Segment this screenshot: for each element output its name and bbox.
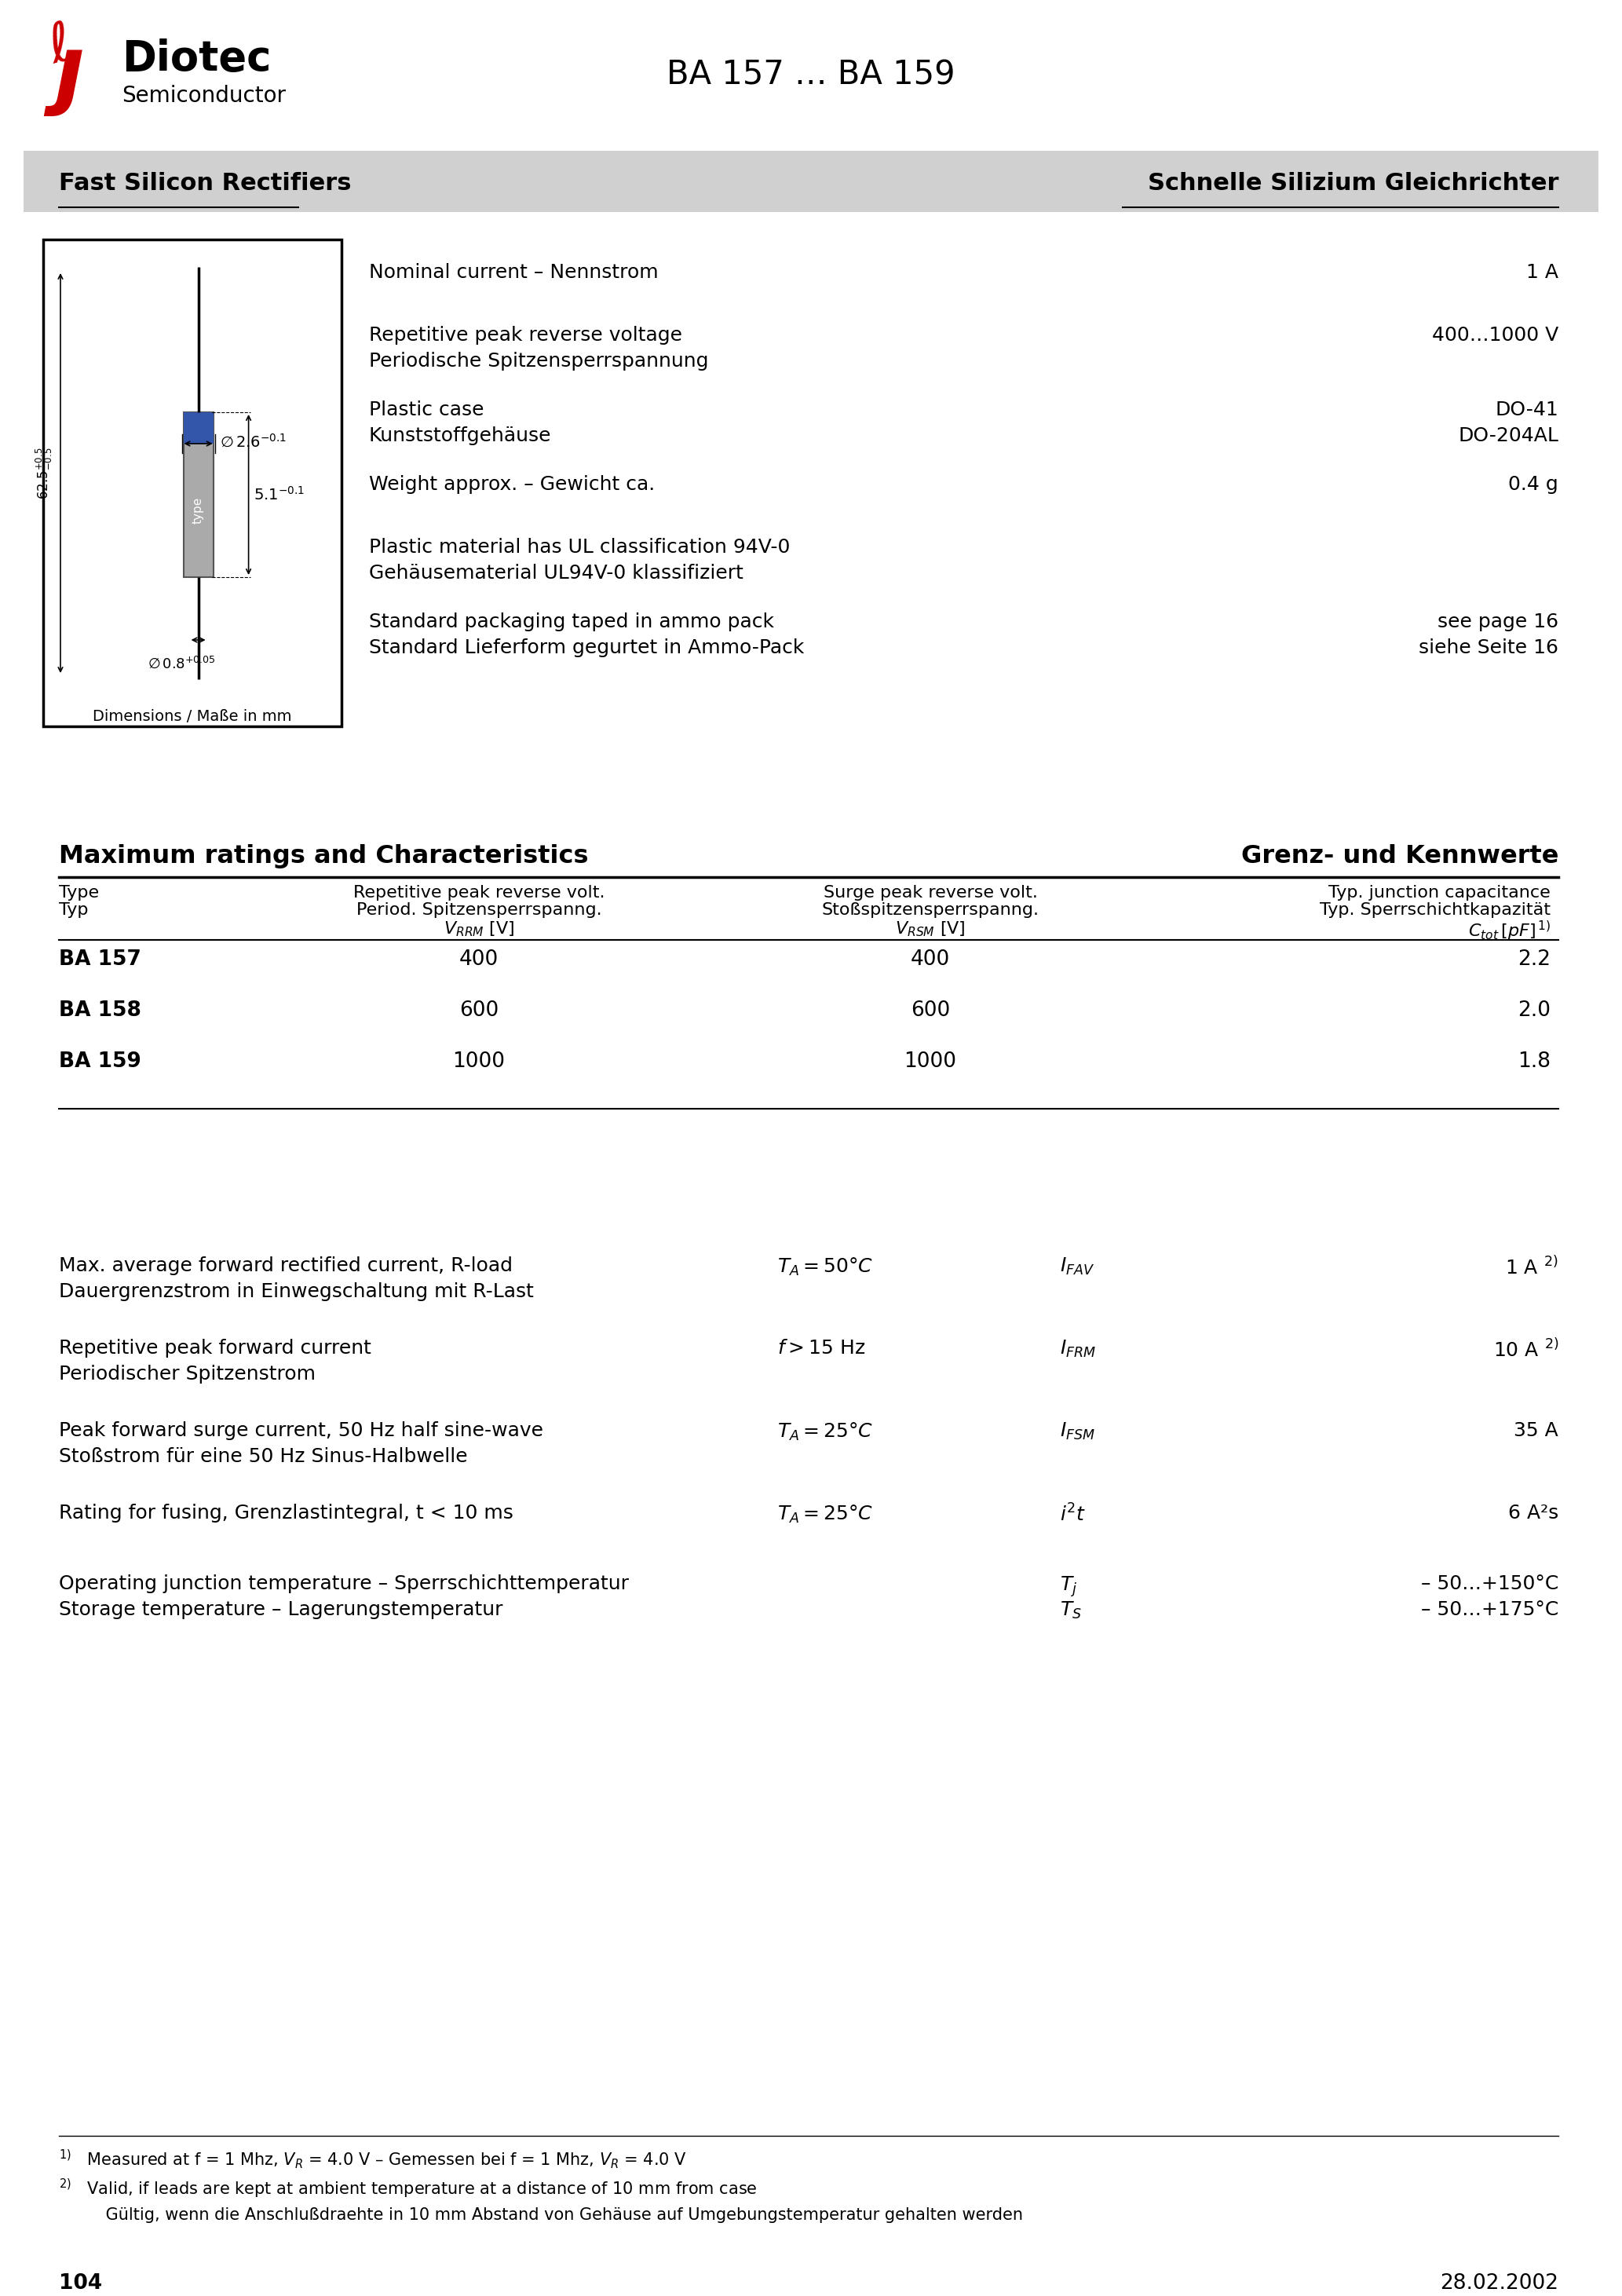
Text: Periodische Spitzensperrspannung: Periodische Spitzensperrspannung — [368, 351, 709, 370]
Text: 0.4 g: 0.4 g — [1508, 475, 1559, 494]
Text: Plastic material has UL classification 94V-0: Plastic material has UL classification 9… — [368, 537, 790, 556]
Text: $C_{tot}\,[pF]^{\,1)}$: $C_{tot}\,[pF]^{\,1)}$ — [1468, 918, 1551, 941]
Text: Semiconductor: Semiconductor — [122, 85, 285, 108]
Text: Dimensions / Maße in mm: Dimensions / Maße in mm — [92, 709, 292, 723]
Text: 400: 400 — [910, 948, 950, 969]
Text: Stoßspitzensperrspanng.: Stoßspitzensperrspanng. — [822, 902, 1040, 918]
Text: Max. average forward rectified current, R-load: Max. average forward rectified current, … — [58, 1256, 513, 1274]
Text: type: type — [193, 496, 204, 523]
Text: 1.8: 1.8 — [1518, 1052, 1551, 1072]
Text: Storage temperature – Lagerungstemperatur: Storage temperature – Lagerungstemperatu… — [58, 1600, 503, 1619]
Text: 1 A $^{2)}$: 1 A $^{2)}$ — [1505, 1256, 1559, 1279]
Bar — [44, 239, 342, 726]
Text: Repetitive peak reverse volt.: Repetitive peak reverse volt. — [354, 884, 605, 900]
Text: Diotec: Diotec — [122, 39, 271, 80]
Text: $T_j$: $T_j$ — [1059, 1575, 1077, 1598]
Bar — [183, 413, 212, 443]
Text: Plastic case: Plastic case — [368, 400, 483, 420]
Text: Peak forward surge current, 50 Hz half sine-wave: Peak forward surge current, 50 Hz half s… — [58, 1421, 543, 1440]
Text: $T_A = 25°C$: $T_A = 25°C$ — [777, 1504, 873, 1525]
Bar — [24, 152, 1598, 211]
Text: 2.2: 2.2 — [1518, 948, 1551, 969]
Text: Standard packaging taped in ammo pack: Standard packaging taped in ammo pack — [368, 613, 774, 631]
Text: $V_{RSM}$ [V]: $V_{RSM}$ [V] — [895, 918, 965, 939]
Text: Repetitive peak reverse voltage: Repetitive peak reverse voltage — [368, 326, 683, 344]
Text: Typ. junction capacitance: Typ. junction capacitance — [1328, 884, 1551, 900]
Text: 28.02.2002: 28.02.2002 — [1440, 2273, 1559, 2294]
Text: DO-41: DO-41 — [1495, 400, 1559, 420]
Text: Gehäusematerial UL94V-0 klassifiziert: Gehäusematerial UL94V-0 klassifiziert — [368, 565, 743, 583]
Text: siehe Seite 16: siehe Seite 16 — [1419, 638, 1559, 657]
Text: 1 A: 1 A — [1526, 264, 1559, 282]
Text: $5.1^{-0.1}$: $5.1^{-0.1}$ — [253, 487, 305, 503]
Text: ℓ: ℓ — [44, 16, 79, 73]
Text: 35 A: 35 A — [1513, 1421, 1559, 1440]
Text: 2.0: 2.0 — [1518, 1001, 1551, 1022]
Text: Nominal current – Nennstrom: Nominal current – Nennstrom — [368, 264, 659, 282]
Text: $^{1)}$   Measured at f = 1 Mhz, $V_R$ = 4.0 V – Gemessen bei f = 1 Mhz, $V_R$ =: $^{1)}$ Measured at f = 1 Mhz, $V_R$ = 4… — [58, 2147, 686, 2170]
Text: – 50…+175°C: – 50…+175°C — [1421, 1600, 1559, 1619]
Text: Fast Silicon Rectifiers: Fast Silicon Rectifiers — [58, 172, 352, 195]
Text: Typ. Sperrschichtkapazität: Typ. Sperrschichtkapazität — [1320, 902, 1551, 918]
Text: $62.5^{+0.5}_{-0.5}$: $62.5^{+0.5}_{-0.5}$ — [34, 448, 54, 498]
Text: BA 159: BA 159 — [58, 1052, 141, 1072]
Text: $f > 15$ Hz: $f > 15$ Hz — [777, 1339, 865, 1357]
Text: 10 A $^{2)}$: 10 A $^{2)}$ — [1492, 1339, 1559, 1362]
Text: Stoßstrom für eine 50 Hz Sinus-Halbwelle: Stoßstrom für eine 50 Hz Sinus-Halbwelle — [58, 1446, 467, 1467]
Text: 1000: 1000 — [453, 1052, 504, 1072]
Text: see page 16: see page 16 — [1437, 613, 1559, 631]
Text: $\varnothing\,0.8^{+0.05}$: $\varnothing\,0.8^{+0.05}$ — [148, 657, 216, 670]
Text: Period. Spitzensperrspanng.: Period. Spitzensperrspanng. — [357, 902, 602, 918]
Text: Operating junction temperature – Sperrschichttemperatur: Operating junction temperature – Sperrsc… — [58, 1575, 629, 1593]
Text: BA 157: BA 157 — [58, 948, 141, 969]
Text: $^{2)}$   Valid, if leads are kept at ambient temperature at a distance of 10 mm: $^{2)}$ Valid, if leads are kept at ambi… — [58, 2177, 757, 2200]
Text: Kunststoffgehäuse: Kunststoffgehäuse — [368, 427, 551, 445]
Text: Schnelle Silizium Gleichrichter: Schnelle Silizium Gleichrichter — [1147, 172, 1559, 195]
Text: Rating for fusing, Grenzlastintegral, t < 10 ms: Rating for fusing, Grenzlastintegral, t … — [58, 1504, 513, 1522]
Text: 1000: 1000 — [903, 1052, 957, 1072]
Text: Maximum ratings and Characteristics: Maximum ratings and Characteristics — [58, 845, 589, 868]
Text: $\varnothing\,2.6^{-0.1}$: $\varnothing\,2.6^{-0.1}$ — [219, 434, 287, 450]
Text: 600: 600 — [459, 1001, 498, 1022]
Text: Typ: Typ — [58, 902, 88, 918]
Text: $I_{FRM}$: $I_{FRM}$ — [1059, 1339, 1096, 1359]
Text: Dauergrenzstrom in Einwegschaltung mit R-Last: Dauergrenzstrom in Einwegschaltung mit R… — [58, 1281, 534, 1302]
Text: $I_{FSM}$: $I_{FSM}$ — [1059, 1421, 1095, 1442]
Text: Grenz- und Kennwerte: Grenz- und Kennwerte — [1241, 845, 1559, 868]
Text: Repetitive peak forward current: Repetitive peak forward current — [58, 1339, 371, 1357]
Text: Periodischer Spitzenstrom: Periodischer Spitzenstrom — [58, 1364, 316, 1384]
Text: 600: 600 — [910, 1001, 950, 1022]
Text: 6 A²s: 6 A²s — [1508, 1504, 1559, 1522]
Text: $I_{FAV}$: $I_{FAV}$ — [1059, 1256, 1095, 1277]
Text: Weight approx. – Gewicht ca.: Weight approx. – Gewicht ca. — [368, 475, 655, 494]
Text: 400…1000 V: 400…1000 V — [1432, 326, 1559, 344]
Text: ȷ: ȷ — [54, 32, 84, 117]
Text: Type: Type — [58, 884, 99, 900]
Text: $V_{RRM}$ [V]: $V_{RRM}$ [V] — [443, 918, 514, 939]
Text: DO-204AL: DO-204AL — [1458, 427, 1559, 445]
Text: Standard Lieferform gegurtet in Ammo-Pack: Standard Lieferform gegurtet in Ammo-Pac… — [368, 638, 805, 657]
Text: $T_A = 50°C$: $T_A = 50°C$ — [777, 1256, 873, 1277]
Bar — [183, 413, 212, 576]
Text: 104: 104 — [58, 2273, 102, 2294]
Text: $T_S$: $T_S$ — [1059, 1600, 1082, 1621]
Text: – 50…+150°C: – 50…+150°C — [1421, 1575, 1559, 1593]
Text: $T_A = 25°C$: $T_A = 25°C$ — [777, 1421, 873, 1442]
Text: 400: 400 — [459, 948, 498, 969]
Text: BA 157 … BA 159: BA 157 … BA 159 — [667, 57, 955, 92]
Text: BA 158: BA 158 — [58, 1001, 141, 1022]
Text: Gültig, wenn die Anschlußdraehte in 10 mm Abstand von Gehäuse auf Umgebungstempe: Gültig, wenn die Anschlußdraehte in 10 m… — [58, 2206, 1023, 2223]
Text: $i^2t$: $i^2t$ — [1059, 1504, 1087, 1525]
Text: Surge peak reverse volt.: Surge peak reverse volt. — [824, 884, 1038, 900]
